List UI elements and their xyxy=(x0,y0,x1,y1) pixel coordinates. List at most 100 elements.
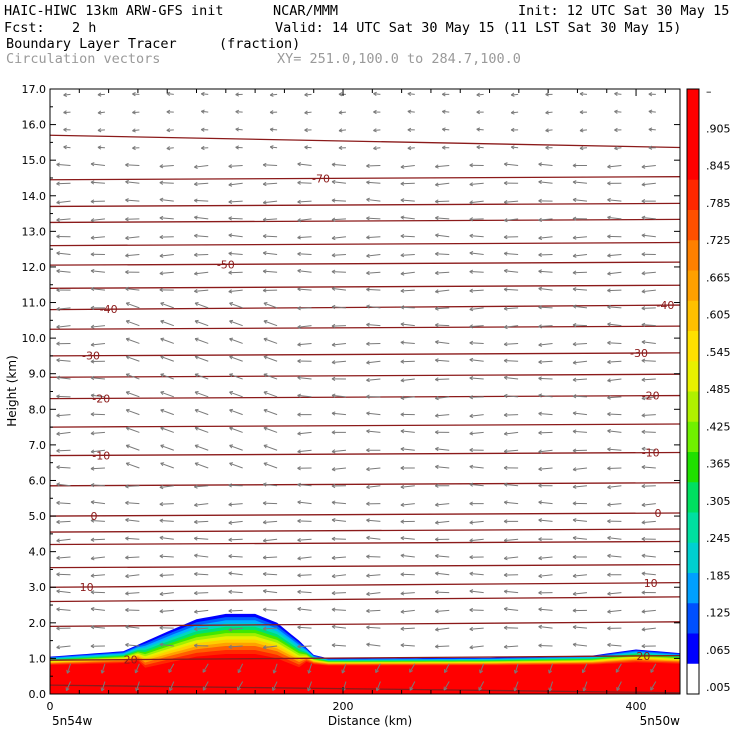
y-axis-label: Height (km) xyxy=(5,355,19,426)
vector-head xyxy=(331,555,336,560)
vector-head xyxy=(200,91,205,97)
temperature-contour xyxy=(50,202,680,208)
vector-head xyxy=(160,373,165,378)
vector-shaft xyxy=(366,485,381,488)
vector-head xyxy=(407,109,412,114)
vector-head xyxy=(263,319,268,324)
vector-head xyxy=(469,589,474,594)
vector-shaft xyxy=(331,592,346,594)
vector-head xyxy=(262,482,267,487)
vector-head xyxy=(166,91,171,96)
vector-head xyxy=(538,324,542,329)
vector-head xyxy=(228,520,233,525)
vector-shaft xyxy=(607,323,622,327)
vector-head xyxy=(159,609,164,614)
y-tick-label: 11.0 xyxy=(22,297,47,310)
temperature-contour xyxy=(50,218,680,224)
colorbar-swatch xyxy=(687,512,699,544)
vector-head xyxy=(503,199,508,205)
vector-shaft xyxy=(407,110,415,113)
vector-shaft xyxy=(476,146,484,149)
vector-shaft xyxy=(641,554,656,558)
vector-head xyxy=(435,609,439,614)
temperature-contour xyxy=(50,176,680,181)
vector-head xyxy=(194,609,198,614)
vector-head xyxy=(297,466,301,471)
vector-head xyxy=(331,269,336,274)
vector-head xyxy=(641,340,646,345)
vector-shaft xyxy=(400,323,415,327)
vector-head xyxy=(503,234,508,240)
vector-head xyxy=(90,518,95,523)
vector-shaft xyxy=(641,609,656,613)
vector-head xyxy=(297,358,301,364)
colorbar-swatch xyxy=(687,149,699,181)
colorbar-label: .185 xyxy=(706,569,731,582)
vector-head xyxy=(269,145,274,150)
vector-head xyxy=(331,483,336,489)
vector-shaft xyxy=(504,200,519,203)
vector-shaft xyxy=(90,218,105,221)
vector-head xyxy=(503,519,508,524)
vector-shaft xyxy=(607,253,622,257)
vector-shaft xyxy=(366,609,381,612)
vector-head xyxy=(297,287,301,292)
vector-shaft xyxy=(229,444,243,451)
vector-shaft xyxy=(366,198,381,202)
vector-shaft xyxy=(469,465,484,469)
colorbar-swatch xyxy=(687,89,699,120)
vector-head xyxy=(366,216,370,221)
vector-shaft xyxy=(545,129,553,132)
vector-head xyxy=(538,393,543,398)
vector-head xyxy=(503,306,508,311)
vector-head xyxy=(366,163,370,169)
vector-shaft xyxy=(331,501,346,505)
vector-head xyxy=(90,412,95,417)
vector-head xyxy=(503,644,508,649)
vector-head xyxy=(125,337,130,342)
vector-shaft xyxy=(263,538,278,542)
vector-shaft xyxy=(641,627,656,631)
vector-head xyxy=(373,109,377,115)
vector-head xyxy=(366,322,370,327)
vector-head xyxy=(228,502,233,507)
vector-head xyxy=(538,235,543,241)
vector-head xyxy=(90,375,95,381)
vector-head xyxy=(469,217,474,222)
vector-head xyxy=(579,128,584,133)
vector-shaft xyxy=(331,644,346,647)
vector-shaft xyxy=(56,252,71,255)
vector-shaft xyxy=(400,537,415,540)
vector-head xyxy=(400,378,405,383)
vector-shaft xyxy=(297,342,312,346)
vector-head xyxy=(538,643,542,648)
vector-head xyxy=(125,198,129,203)
vector-shaft xyxy=(376,681,381,692)
vector-shaft xyxy=(400,503,415,506)
vector-shaft xyxy=(375,663,381,673)
vector-head xyxy=(297,162,302,167)
vector-head xyxy=(641,484,646,489)
vector-head xyxy=(262,607,267,612)
vector-head xyxy=(228,589,233,594)
vector-head xyxy=(159,271,164,276)
vector-head xyxy=(228,233,233,238)
vector-head xyxy=(65,687,70,692)
vector-shaft xyxy=(538,449,553,453)
vector-shaft xyxy=(607,413,622,416)
vector-head xyxy=(56,607,60,612)
vector-shaft xyxy=(228,609,243,612)
vector-head xyxy=(160,408,165,413)
vector-head xyxy=(56,645,61,650)
vector-head xyxy=(56,251,61,256)
colorbar-label: .005 xyxy=(706,681,731,694)
vector-shaft xyxy=(125,592,140,595)
vector-head xyxy=(400,359,405,364)
colorbar-frame xyxy=(686,88,700,695)
vector-head xyxy=(435,306,439,311)
vector-head xyxy=(229,408,234,413)
vector-shaft xyxy=(297,182,312,184)
vector-shaft xyxy=(469,289,484,292)
contour-label: 20 xyxy=(636,650,650,663)
vector-head xyxy=(400,609,405,614)
